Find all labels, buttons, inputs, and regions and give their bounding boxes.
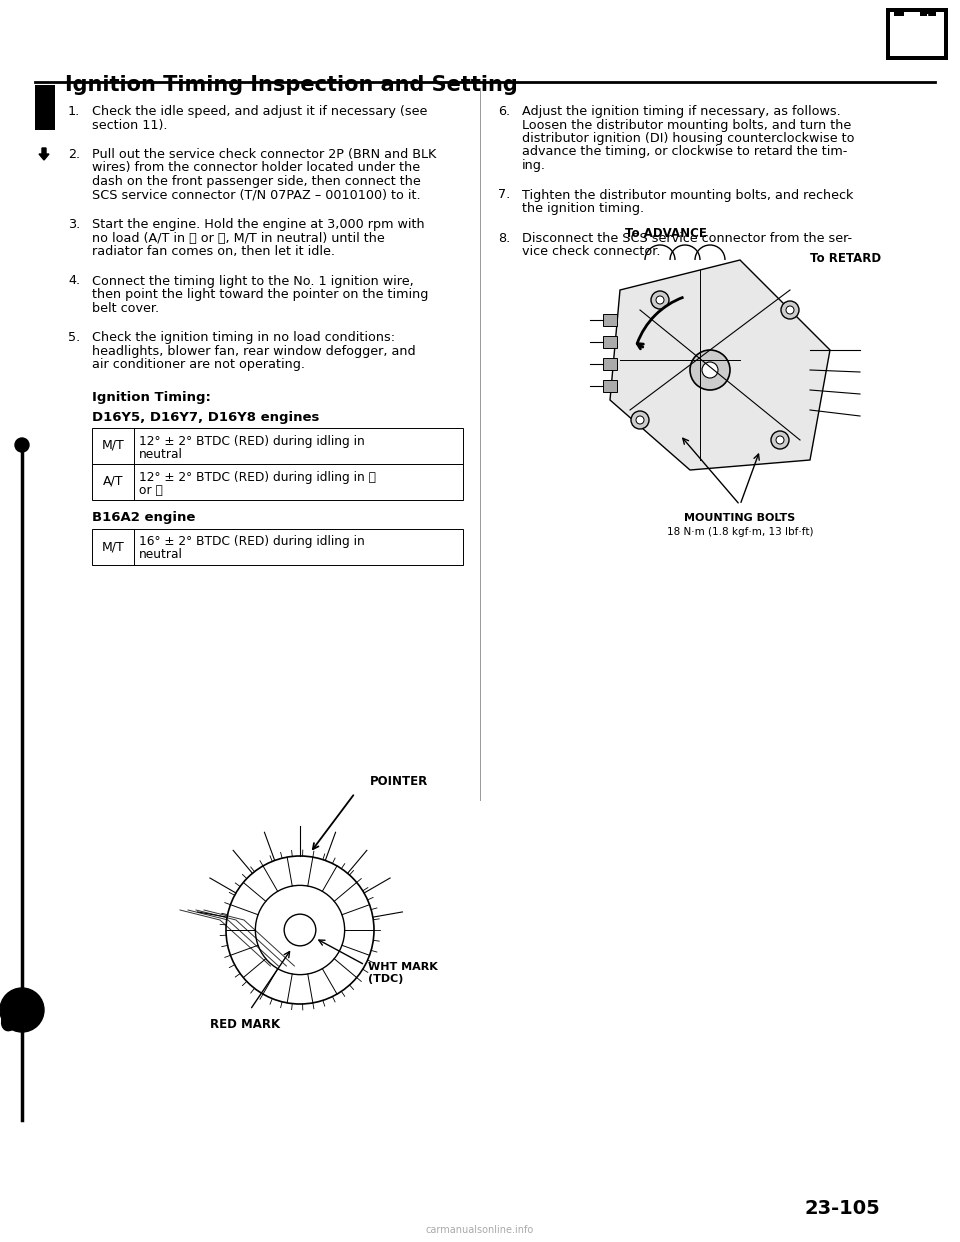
Text: A/T: A/T (103, 474, 123, 488)
Text: Tighten the distributor mounting bolts, and recheck: Tighten the distributor mounting bolts, … (522, 189, 853, 201)
Text: advance the timing, or clockwise to retard the tim-: advance the timing, or clockwise to reta… (522, 145, 848, 159)
FancyArrow shape (39, 148, 49, 160)
Text: wires) from the connector holder located under the: wires) from the connector holder located… (92, 161, 420, 174)
Circle shape (656, 296, 664, 304)
Circle shape (651, 291, 669, 309)
Text: 3.: 3. (68, 219, 81, 231)
Text: Check the ignition timing in no load conditions:: Check the ignition timing in no load con… (92, 332, 396, 344)
Text: 7.: 7. (498, 189, 511, 201)
Polygon shape (610, 260, 830, 469)
Text: then point the light toward the pointer on the timing: then point the light toward the pointer … (92, 288, 428, 301)
Text: section 11).: section 11). (92, 118, 167, 132)
Text: neutral: neutral (139, 447, 182, 461)
Text: Loosen the distributor mounting bolts, and turn the: Loosen the distributor mounting bolts, a… (522, 118, 852, 132)
Circle shape (0, 987, 44, 1032)
Ellipse shape (2, 1010, 18, 1031)
Text: 12° ± 2° BTDC (RED) during idling in ⓝ: 12° ± 2° BTDC (RED) during idling in ⓝ (139, 471, 376, 483)
Circle shape (776, 436, 784, 443)
Text: 2.: 2. (68, 148, 80, 161)
Text: dash on the front passenger side, then connect the: dash on the front passenger side, then c… (92, 175, 420, 188)
Circle shape (702, 361, 718, 378)
Bar (92, 427, 463, 463)
Bar (603, 380, 617, 392)
Text: 6.: 6. (498, 106, 510, 118)
Text: Start the engine. Hold the engine at 3,000 rpm with: Start the engine. Hold the engine at 3,0… (92, 219, 424, 231)
Text: WHT MARK
(TDC): WHT MARK (TDC) (368, 963, 438, 984)
Text: +: + (924, 12, 932, 24)
Text: 12° ± 2° BTDC (RED) during idling in: 12° ± 2° BTDC (RED) during idling in (139, 435, 365, 447)
Text: Pull out the service check connector 2P (BRN and BLK: Pull out the service check connector 2P … (92, 148, 436, 161)
Bar (603, 314, 617, 325)
Bar (35, 84, 55, 130)
Text: carmanualsonline.info: carmanualsonline.info (426, 1225, 534, 1235)
Text: or Ⓟ: or Ⓟ (139, 483, 163, 497)
Text: Ignition Timing Inspection and Setting: Ignition Timing Inspection and Setting (65, 75, 517, 94)
Circle shape (636, 416, 644, 424)
Text: POINTER: POINTER (370, 775, 428, 787)
Text: headlights, blower fan, rear window defogger, and: headlights, blower fan, rear window defo… (92, 344, 416, 358)
Text: To RETARD: To RETARD (810, 252, 881, 265)
Text: RED MARK: RED MARK (210, 1018, 280, 1031)
Text: the ignition timing.: the ignition timing. (522, 202, 644, 215)
Text: no load (A/T in ⓝ or Ⓟ, M/T in neutral) until the: no load (A/T in ⓝ or Ⓟ, M/T in neutral) … (92, 231, 385, 245)
Bar (603, 358, 617, 370)
Text: distributor ignition (DI) housing counterclockwise to: distributor ignition (DI) housing counte… (522, 132, 854, 145)
Circle shape (15, 438, 29, 452)
Text: neutral: neutral (139, 549, 182, 561)
Circle shape (786, 306, 794, 314)
Text: radiator fan comes on, then let it idle.: radiator fan comes on, then let it idle. (92, 245, 335, 258)
Text: –: – (897, 12, 901, 24)
Bar (92, 529, 463, 565)
Text: vice check connector.: vice check connector. (522, 245, 660, 258)
Circle shape (781, 301, 799, 319)
Bar (920, 11, 936, 16)
Bar (890, 12, 944, 56)
Text: 23-105: 23-105 (804, 1199, 880, 1218)
Text: Connect the timing light to the No. 1 ignition wire,: Connect the timing light to the No. 1 ig… (92, 274, 414, 287)
Text: 16° ± 2° BTDC (RED) during idling in: 16° ± 2° BTDC (RED) during idling in (139, 535, 365, 549)
Bar (894, 11, 904, 16)
Text: M/T: M/T (102, 540, 125, 553)
Text: To ADVANCE: To ADVANCE (625, 227, 707, 240)
Circle shape (631, 411, 649, 428)
Bar (603, 337, 617, 348)
Text: B16A2 engine: B16A2 engine (92, 512, 196, 524)
Text: Adjust the ignition timing if necessary, as follows.: Adjust the ignition timing if necessary,… (522, 106, 841, 118)
Text: D16Y5, D16Y7, D16Y8 engines: D16Y5, D16Y7, D16Y8 engines (92, 411, 320, 424)
Text: Check the idle speed, and adjust it if necessary (see: Check the idle speed, and adjust it if n… (92, 106, 427, 118)
Text: 5.: 5. (68, 332, 81, 344)
Text: MOUNTING BOLTS: MOUNTING BOLTS (684, 513, 796, 523)
Text: air conditioner are not operating.: air conditioner are not operating. (92, 358, 305, 371)
Text: M/T: M/T (102, 438, 125, 452)
Text: Ignition Timing:: Ignition Timing: (92, 390, 211, 404)
Text: 4.: 4. (68, 274, 80, 287)
Text: ing.: ing. (522, 159, 546, 171)
Text: 18 N·m (1.8 kgf·m, 13 lbf·ft): 18 N·m (1.8 kgf·m, 13 lbf·ft) (667, 527, 813, 537)
Text: Disconnect the SCS service connector from the ser-: Disconnect the SCS service connector fro… (522, 231, 852, 245)
Circle shape (690, 350, 730, 390)
Bar (92, 463, 463, 499)
Bar (886, 7, 948, 60)
Text: 8.: 8. (498, 231, 511, 245)
Circle shape (771, 431, 789, 450)
Text: SCS service connector (T/N 07PAZ – 0010100) to it.: SCS service connector (T/N 07PAZ – 00101… (92, 189, 420, 201)
Text: 1.: 1. (68, 106, 81, 118)
Text: belt cover.: belt cover. (92, 302, 159, 314)
